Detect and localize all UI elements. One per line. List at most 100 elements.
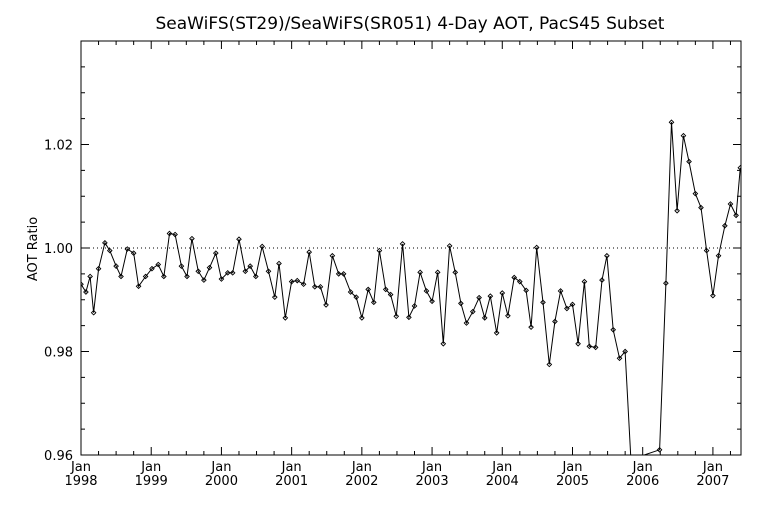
- data-point: [663, 280, 669, 287]
- y-tick-label: 0.98: [44, 346, 73, 361]
- data-point: [610, 326, 617, 333]
- data-point: [417, 269, 423, 276]
- data-point: [581, 278, 588, 285]
- x-tick-label-month: Jan: [491, 460, 512, 475]
- x-tick-label-year: 2004: [486, 474, 519, 489]
- series-clip-group: [81, 119, 741, 455]
- data-point: [172, 231, 178, 238]
- data-point: [271, 294, 278, 300]
- data-point: [130, 250, 137, 257]
- data-point: [102, 239, 108, 246]
- data-point: [505, 312, 511, 319]
- data-point: [265, 268, 272, 275]
- data-point: [733, 212, 739, 219]
- data-point: [329, 252, 336, 259]
- data-point: [406, 314, 412, 321]
- data-point: [722, 222, 728, 229]
- data-point: [124, 246, 131, 252]
- data-point: [493, 330, 500, 336]
- data-point: [698, 204, 704, 211]
- series-group: [81, 119, 741, 455]
- data-point: [569, 301, 576, 308]
- data-point: [161, 273, 167, 280]
- x-tick-label-month: Jan: [210, 460, 231, 475]
- data-point: [376, 247, 383, 254]
- x-tick-label-year: 2006: [626, 474, 659, 489]
- x-tick-label-month: Jan: [70, 460, 91, 475]
- data-point: [81, 281, 84, 288]
- data-point: [546, 361, 553, 368]
- data-point: [458, 300, 464, 307]
- data-point: [516, 278, 523, 285]
- data-point: [511, 274, 518, 281]
- data-point: [236, 236, 242, 243]
- data-point: [737, 164, 741, 171]
- data-point: [252, 273, 259, 280]
- data-point: [365, 286, 372, 293]
- data-point: [592, 344, 599, 351]
- data-point: [242, 268, 249, 275]
- data-point: [703, 247, 710, 254]
- data-point: [692, 190, 699, 197]
- data-point: [87, 273, 93, 280]
- data-point: [387, 291, 394, 298]
- data-point: [83, 289, 89, 295]
- data-point: [90, 309, 97, 316]
- data-point: [359, 315, 365, 321]
- data-point: [575, 340, 581, 347]
- data-point: [622, 348, 628, 355]
- data-point: [423, 288, 430, 294]
- data-point: [224, 270, 231, 276]
- data-point: [434, 269, 441, 276]
- data-point: [487, 293, 494, 299]
- data-point: [710, 292, 716, 299]
- data-point: [95, 265, 102, 272]
- plot-frame: [80, 40, 742, 456]
- y-tick-label: 1.00: [44, 242, 73, 257]
- data-point: [201, 277, 207, 283]
- data-point: [528, 324, 534, 331]
- data-point: [446, 243, 453, 249]
- data-point: [229, 270, 236, 276]
- x-tick-label-year: 2002: [345, 474, 378, 489]
- data-point: [616, 355, 623, 362]
- data-point: [481, 315, 488, 321]
- data-point: [300, 281, 307, 288]
- data-point: [323, 302, 329, 308]
- data-point: [552, 318, 558, 325]
- x-tick-label-month: Jan: [351, 460, 372, 475]
- data-point: [353, 294, 360, 300]
- data-point: [586, 343, 593, 350]
- data-point: [564, 305, 570, 312]
- x-tick-label-year: 1998: [64, 474, 97, 489]
- data-point: [276, 260, 282, 267]
- data-point: [440, 340, 447, 347]
- data-point: [317, 283, 324, 290]
- data-point: [347, 289, 354, 295]
- x-tick-label-month: Jan: [702, 460, 723, 475]
- data-point: [656, 446, 663, 453]
- y-tick-label: 1.02: [44, 139, 73, 154]
- y-axis: 0.96 0.98 1.00 1.02: [44, 40, 741, 464]
- data-point: [294, 277, 301, 284]
- data-point: [429, 298, 435, 305]
- chart-title: SeaWiFS(ST29)/SeaWiFS(SR051) 4-Day AOT, …: [156, 14, 665, 34]
- data-point: [523, 287, 529, 294]
- data-point: [557, 288, 564, 294]
- data-point: [715, 252, 722, 259]
- y-axis-label: AOT Ratio: [26, 217, 41, 281]
- data-point: [155, 261, 162, 268]
- data-point: [135, 283, 142, 290]
- data-point: [335, 271, 342, 277]
- data-point: [680, 132, 687, 139]
- data-point: [476, 294, 482, 301]
- data-point: [674, 207, 680, 214]
- data-point: [142, 273, 149, 280]
- data-point: [370, 299, 377, 306]
- data-point: [399, 241, 406, 247]
- x-tick-label-year: 1999: [135, 474, 168, 489]
- data-point: [288, 278, 295, 285]
- data-point: [340, 271, 347, 277]
- data-point: [463, 320, 470, 326]
